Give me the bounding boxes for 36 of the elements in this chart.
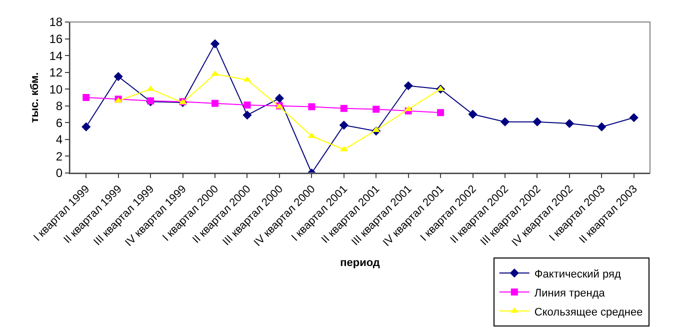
- point: [82, 122, 91, 132]
- point: [244, 102, 251, 109]
- point: [532, 117, 542, 126]
- y-tick-label: 16: [49, 32, 63, 46]
- point: [372, 106, 380, 113]
- point: [340, 104, 348, 112]
- y-tick-label: 2: [56, 149, 63, 164]
- y-tick-label: 10: [49, 82, 63, 96]
- point: [210, 39, 220, 48]
- y-tick-label: 18: [49, 15, 63, 30]
- point: [339, 120, 348, 130]
- y-tick-label: 12: [49, 66, 63, 80]
- point: [404, 81, 413, 90]
- point: [629, 113, 638, 122]
- point: [308, 103, 316, 110]
- point: [564, 118, 574, 128]
- y-tick-label: 4: [56, 132, 63, 147]
- point: [212, 100, 218, 107]
- y-tick-label: 8: [56, 99, 63, 114]
- x-axis-title: период: [340, 257, 380, 270]
- y-tick-label: 6: [56, 116, 63, 130]
- y-tick-label: 14: [49, 48, 63, 63]
- point: [243, 76, 252, 82]
- point: [597, 122, 606, 132]
- point: [437, 109, 444, 116]
- y-axis-title: тыс. кбм.: [29, 72, 41, 123]
- legend-label: Скользящее среднее: [534, 306, 643, 318]
- legend-label: Линия тренда: [534, 287, 606, 300]
- point: [114, 72, 123, 82]
- point: [274, 94, 284, 103]
- point: [242, 110, 252, 120]
- point: [82, 94, 90, 101]
- legend-label: Фактический ряд: [534, 268, 622, 280]
- point: [500, 117, 510, 126]
- y-tick-label: 0: [56, 166, 63, 180]
- point: [468, 110, 478, 119]
